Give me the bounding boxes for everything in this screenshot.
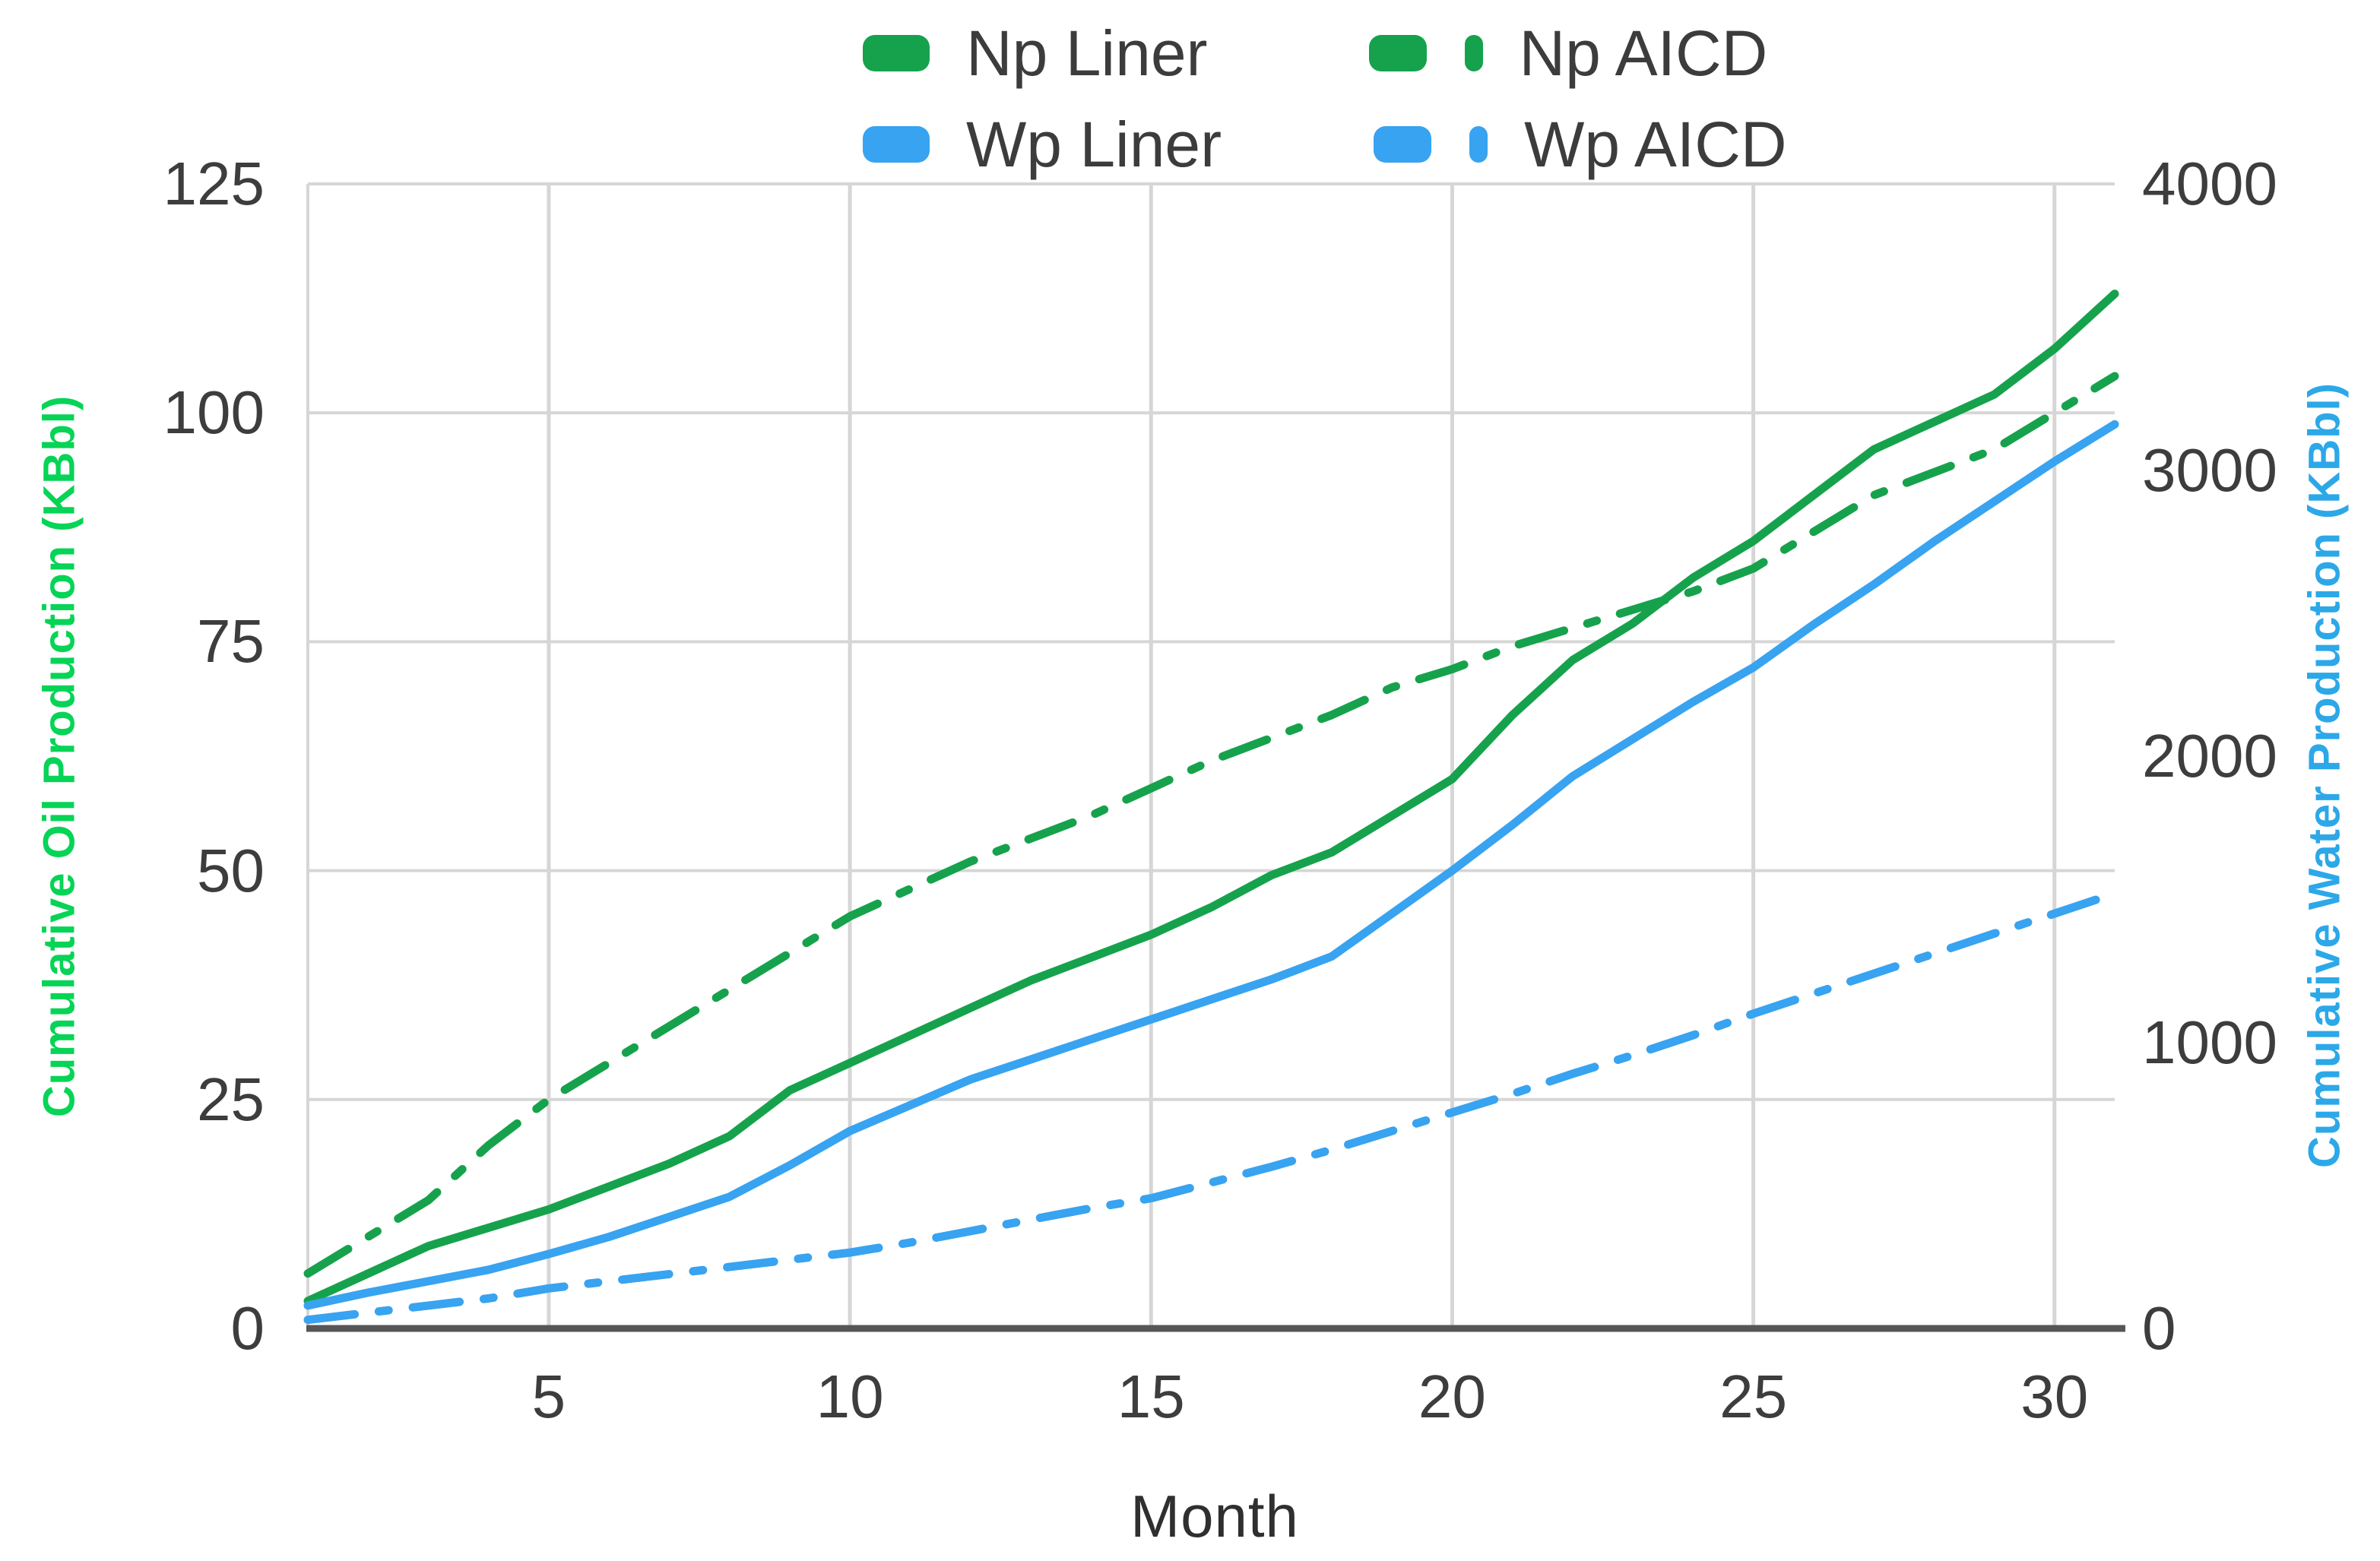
left-y-tick-label: 75 <box>197 607 265 676</box>
np-aicd-dashdot-swatch-icon <box>1368 35 1483 71</box>
series-line-np-aicd <box>303 372 2119 1278</box>
x-tick-label: 10 <box>816 1363 884 1430</box>
x-tick-label: 20 <box>1418 1363 1486 1430</box>
right-y-tick-label: 3000 <box>2142 435 2277 504</box>
right-y-tick-label: 2000 <box>2142 722 2277 790</box>
right-y-tick-label: 4000 <box>2142 150 2277 217</box>
left-y-tick-label: 100 <box>163 378 265 447</box>
x-tick-label: 30 <box>2020 1363 2089 1430</box>
legend-item-np-liner[interactable]: Np Liner <box>863 21 1208 85</box>
legend-row-1: Np Liner Np AICD <box>863 19 1767 87</box>
wp-liner-line-swatch-icon <box>863 126 930 163</box>
legend-item-wp-aicd[interactable]: Wp AICD <box>1374 109 1787 180</box>
series-line-wp-liner <box>303 420 2119 1310</box>
series-line-wp-aicd <box>303 889 2119 1325</box>
series-line-np-liner <box>303 290 2119 1306</box>
x-tick-label: 25 <box>1719 1363 1788 1430</box>
wp-aicd-dashdot-swatch-icon <box>1374 126 1488 163</box>
right-y-tick-label: 0 <box>2142 1294 2176 1362</box>
legend-label: Wp AICD <box>1524 109 1787 180</box>
left-y-tick-label: 125 <box>163 150 265 217</box>
legend-label: Wp Liner <box>966 109 1222 180</box>
x-tick-label: 15 <box>1117 1363 1185 1430</box>
left-y-axis-title: Cumulative Oil Production (KBbl) <box>34 394 84 1118</box>
legend-label: Np Liner <box>966 17 1208 89</box>
legend-row-2: Wp Liner Wp AICD <box>863 110 1787 179</box>
right-y-axis-title: Cumulative Water Production (KBbl) <box>2299 382 2350 1168</box>
legend-item-np-aicd[interactable]: Np AICD <box>1368 17 1768 89</box>
x-axis-title: Month <box>1130 1483 1299 1550</box>
left-y-tick-label: 25 <box>197 1065 265 1133</box>
legend-item-wp-liner[interactable]: Wp Liner <box>863 112 1222 176</box>
right-y-tick-label: 1000 <box>2142 1008 2277 1076</box>
x-tick-label: 5 <box>531 1363 566 1430</box>
left-y-tick-label: 0 <box>230 1294 265 1362</box>
legend-label: Np AICD <box>1519 17 1768 89</box>
left-y-tick-label: 50 <box>197 836 265 904</box>
np-liner-line-swatch-icon <box>863 35 930 71</box>
